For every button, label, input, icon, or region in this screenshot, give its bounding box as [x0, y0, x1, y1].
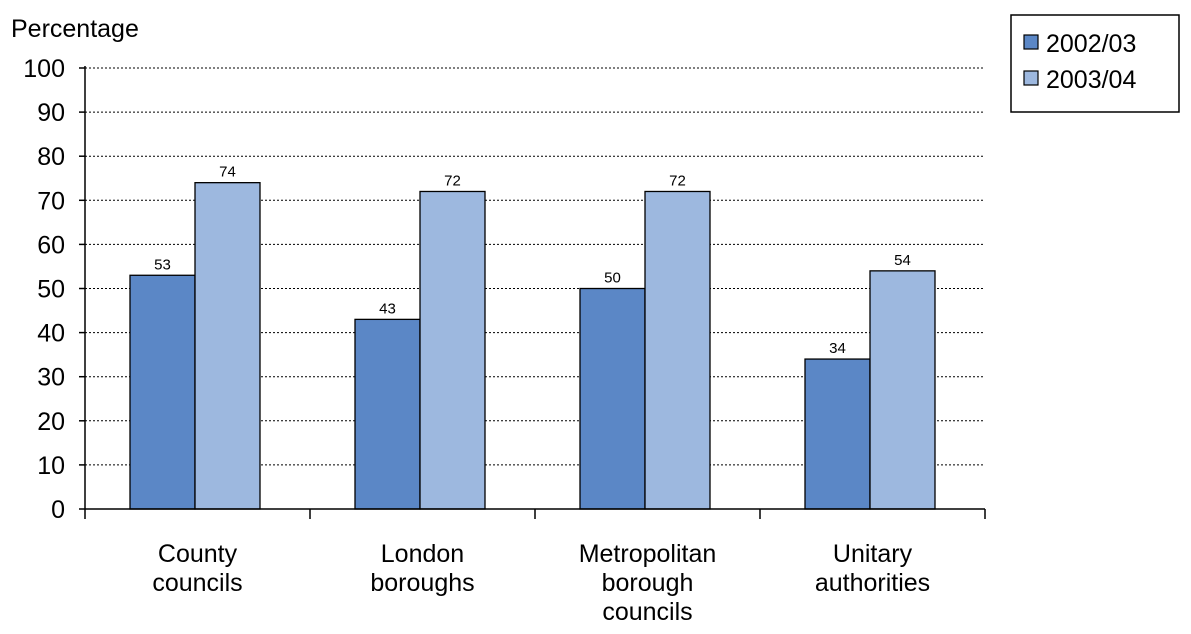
category-label: London boroughs — [370, 540, 474, 597]
bar-value-label: 72 — [444, 172, 461, 189]
y-axis-ticks: 0 10 20 30 40 50 60 70 80 90 100 — [23, 55, 85, 524]
axes — [84, 66, 986, 519]
y-tick-label: 0 — [51, 496, 65, 524]
bar-value-label: 50 — [604, 270, 621, 287]
category-label-line: councils — [602, 598, 692, 626]
y-tick-label: 60 — [37, 231, 65, 259]
bar — [129, 274, 196, 510]
bar — [579, 287, 646, 510]
bars: 53 74 43 72 50 72 34 54 — [129, 164, 936, 510]
y-tick-label: 90 — [37, 99, 65, 127]
bar — [644, 190, 711, 510]
bar-value-label: 74 — [219, 164, 236, 181]
legend-label: 2003/04 — [1046, 66, 1136, 94]
bar-value-label: 43 — [379, 300, 396, 317]
y-tick-label: 50 — [37, 276, 65, 304]
legend: 2002/03 2003/04 — [1010, 14, 1180, 113]
bar — [354, 318, 421, 510]
y-tick-label: 20 — [37, 408, 65, 436]
category-label-line: boroughs — [370, 569, 474, 597]
category-label: Metropolitan borough councils — [579, 540, 717, 626]
category-label-line: borough — [602, 569, 694, 597]
y-tick-label: 80 — [37, 143, 65, 171]
y-tick-label: 100 — [23, 55, 65, 83]
category-label-line: County — [158, 540, 238, 568]
category-label: Unitary authorities — [815, 540, 930, 597]
y-tick-label: 30 — [37, 364, 65, 392]
legend-box — [1010, 14, 1180, 113]
bar-value-label: 34 — [829, 340, 846, 357]
bar — [804, 358, 871, 510]
category-label-line: Unitary — [833, 540, 913, 568]
category-label-line: authorities — [815, 569, 930, 597]
bar — [419, 190, 486, 510]
y-axis-title: Percentage — [11, 15, 139, 43]
legend-swatch — [1023, 70, 1039, 86]
bar — [869, 270, 936, 510]
bar-value-label: 54 — [894, 252, 911, 269]
y-tick-label: 10 — [37, 452, 65, 480]
category-label-line: Metropolitan — [579, 540, 717, 568]
category-label: County councils — [152, 540, 242, 597]
bar — [194, 182, 261, 510]
category-label-line: London — [381, 540, 464, 568]
y-tick-label: 40 — [37, 320, 65, 348]
bar-value-label: 53 — [154, 256, 171, 273]
legend-label: 2002/03 — [1046, 30, 1136, 58]
legend-swatch — [1023, 34, 1039, 50]
category-label-line: councils — [152, 569, 242, 597]
y-tick-label: 70 — [37, 187, 65, 215]
bar-value-label: 72 — [669, 172, 686, 189]
